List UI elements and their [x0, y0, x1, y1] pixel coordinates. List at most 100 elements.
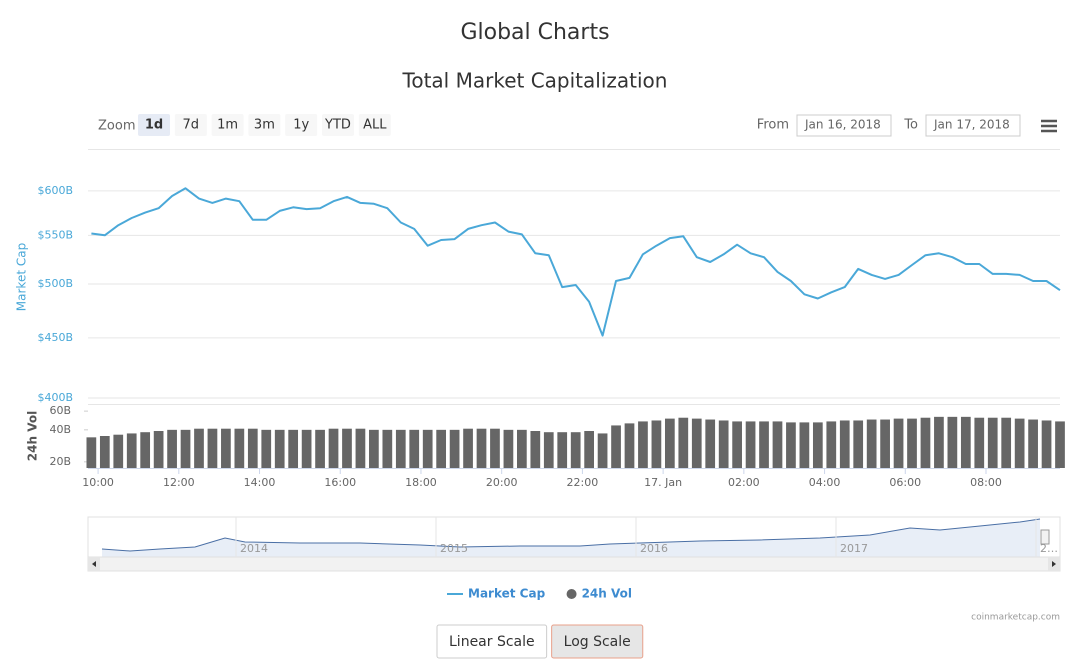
volume-bar [1055, 421, 1065, 468]
zoom-button-label[interactable]: 1m [217, 118, 238, 133]
zoom-button-label[interactable]: 3m [254, 118, 275, 133]
volume-bar [382, 429, 393, 468]
legend-label[interactable]: 24h Vol [582, 587, 632, 601]
zoom-button-label[interactable]: YTD [324, 118, 351, 133]
volume-bar [799, 422, 810, 468]
volume-bar [893, 418, 904, 468]
volume-bar [180, 429, 191, 468]
x-tick-label: 04:00 [809, 476, 841, 489]
volume-bar [570, 432, 581, 468]
volume-bar [194, 428, 204, 468]
x-tick-label: 22:00 [567, 476, 599, 489]
volume-bar [745, 421, 756, 468]
volume-bar [436, 429, 447, 468]
volume-bar [826, 421, 837, 468]
volume-bar [759, 421, 769, 468]
volume-bar [880, 419, 890, 468]
volume-bar [328, 428, 339, 468]
volume-bar [234, 428, 245, 468]
volume-bar [853, 420, 864, 468]
volume-bar [422, 429, 433, 468]
volume-bar [812, 422, 823, 468]
x-tick-label: 18:00 [405, 476, 437, 489]
scale-button-label[interactable]: Log Scale [564, 634, 631, 650]
volume-bar [490, 428, 500, 468]
zoom-label: Zoom [98, 119, 135, 134]
x-tick-label: 16:00 [324, 476, 356, 489]
x-tick-label: 10:00 [82, 476, 114, 489]
scale-button-label[interactable]: Linear Scale [449, 634, 535, 650]
volume-bar [664, 418, 675, 468]
volume-bar [140, 432, 151, 468]
volume-bar [557, 432, 568, 468]
volume-bar [638, 421, 648, 468]
scrollbar[interactable] [87, 556, 1061, 572]
x-tick-label: 17. Jan [644, 476, 682, 489]
volume-bar [247, 428, 258, 468]
volume-bar [126, 433, 137, 468]
volume-bar [786, 422, 796, 468]
x-tick-label: 06:00 [889, 476, 921, 489]
page-title: Global Charts [460, 20, 609, 45]
zoom-button[interactable] [138, 114, 170, 136]
navigator-line [101, 518, 1041, 552]
x-tick-label: 02:00 [728, 476, 760, 489]
zoom-button[interactable] [358, 114, 391, 136]
volume-bar [732, 421, 742, 468]
navigator-label: 2016 [640, 542, 668, 555]
x-tick-label: 12:00 [163, 476, 195, 489]
scale-button[interactable] [551, 624, 644, 659]
to-input[interactable] [925, 114, 1021, 137]
navigator-label: 2… [1040, 542, 1058, 555]
volume-bar [261, 429, 272, 468]
zoom-button[interactable] [174, 114, 207, 136]
volume-bar [395, 429, 406, 468]
y-tick-label: $400B [37, 391, 73, 404]
zoom-button-label[interactable]: 7d [183, 118, 200, 133]
market-cap-line [91, 187, 1061, 337]
scale-button[interactable] [436, 624, 548, 659]
volume-bar [1014, 418, 1025, 468]
volume-bar [463, 428, 473, 468]
from-value[interactable]: Jan 16, 2018 [804, 118, 881, 132]
y-tick-label: $550B [37, 228, 73, 241]
zoom-button-label[interactable]: 1y [293, 118, 309, 133]
volume-bar [718, 420, 729, 468]
y-axis-title: Market Cap [15, 243, 29, 311]
volume-bar [772, 421, 783, 468]
from-label: From [757, 118, 789, 133]
navigator-handle[interactable] [1040, 529, 1050, 545]
zoom-button[interactable] [322, 114, 354, 136]
credit: coinmarketcap.com [971, 613, 1060, 623]
volume-bar [866, 419, 877, 468]
volume-bar [517, 429, 527, 468]
volume-bar [530, 431, 541, 468]
zoom-button-label[interactable]: ALL [363, 118, 387, 133]
navigator-label: 2014 [240, 542, 268, 555]
zoom-button[interactable] [211, 114, 244, 136]
menu-icon[interactable] [1041, 119, 1057, 133]
volume-bar [543, 432, 554, 468]
navigator-label: 2015 [440, 542, 468, 555]
zoom-button[interactable] [285, 114, 318, 136]
x-tick-label: 08:00 [970, 476, 1002, 489]
zoom-button-label[interactable]: 1d [145, 118, 163, 133]
y2-tick-label: 60B [49, 404, 71, 417]
navigator [87, 516, 1061, 572]
from-input[interactable] [796, 114, 892, 137]
legend-symbol [566, 589, 577, 599]
volume-bar [947, 416, 958, 468]
volume-bar [207, 428, 218, 468]
y2-axis-title: 24h Vol [26, 411, 40, 461]
zoom-button[interactable] [248, 114, 281, 136]
volume-bar [1028, 419, 1038, 468]
y2-tick-label: 40B [49, 423, 71, 436]
volume-bar [597, 433, 608, 468]
volume-bar [288, 429, 299, 468]
legend-label[interactable]: Market Cap [468, 587, 546, 601]
volume-bar [907, 418, 917, 468]
volume-bar [987, 417, 998, 468]
volume-bar [624, 423, 635, 468]
x-tick-label: 20:00 [486, 476, 518, 489]
